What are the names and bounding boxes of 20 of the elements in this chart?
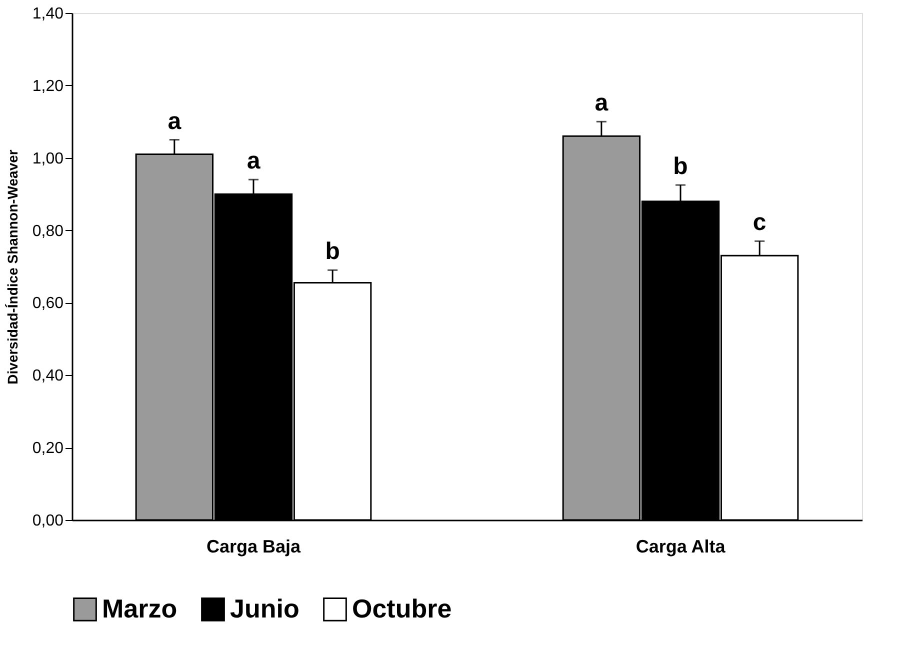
y-axis-title: Diversidad-Índice Shannon-Weaver bbox=[4, 149, 20, 384]
data-label: b bbox=[673, 153, 688, 180]
y-tick-label: 0,40 bbox=[32, 368, 64, 385]
data-label: a bbox=[594, 90, 609, 117]
x-tick-label: Carga Alta bbox=[636, 536, 726, 556]
legend-label: Octubre bbox=[352, 593, 452, 624]
y-tick-label: 1,00 bbox=[32, 150, 64, 168]
legend-label: Marzo bbox=[102, 593, 178, 624]
y-tick-label: 1,20 bbox=[32, 78, 64, 95]
y-tick-label: 0,60 bbox=[32, 295, 64, 312]
data-label: a bbox=[168, 108, 182, 135]
y-tick-label: 0,80 bbox=[32, 222, 64, 240]
y-tick-label: 0,20 bbox=[32, 440, 64, 458]
data-label: a bbox=[246, 148, 261, 175]
data-label: b bbox=[325, 238, 340, 266]
x-tick-label: Carga Baja bbox=[206, 536, 302, 556]
data-label: c bbox=[752, 209, 766, 236]
y-tick-label: 1,40 bbox=[32, 6, 64, 22]
legend-label: Junio bbox=[230, 593, 300, 624]
y-tick-label: 0,00 bbox=[32, 512, 64, 530]
